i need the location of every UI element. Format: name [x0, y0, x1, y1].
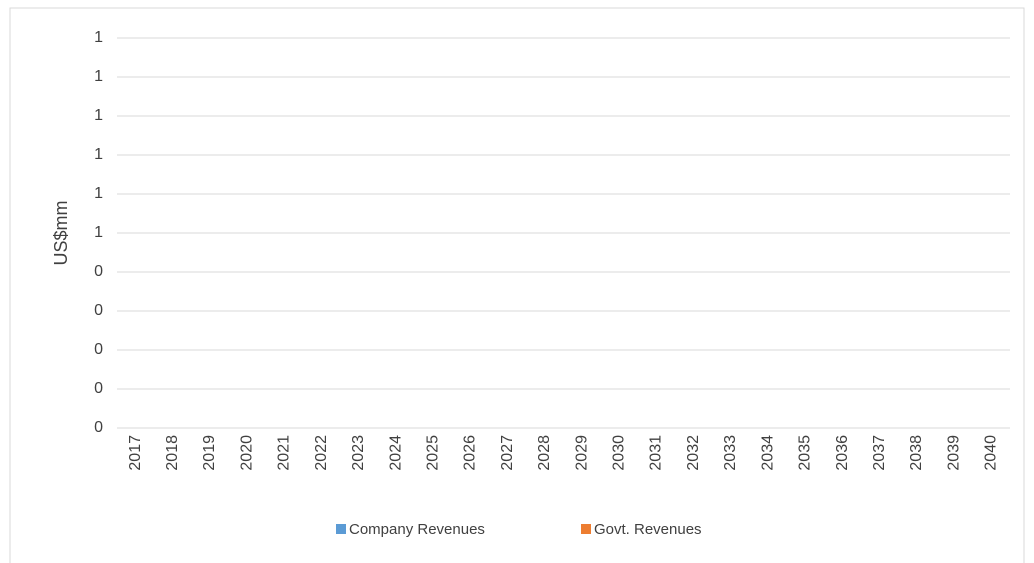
- x-tick-label: 2028: [536, 435, 553, 471]
- y-tick-label: 1: [94, 68, 103, 85]
- y-tick-label: 0: [94, 380, 103, 397]
- x-tick-label: 2031: [648, 435, 665, 471]
- x-tick-label: 2035: [797, 435, 814, 471]
- y-tick-label: 0: [94, 341, 103, 358]
- legend-swatch: [336, 524, 346, 534]
- x-tick-label: 2024: [387, 435, 404, 471]
- x-tick-label: 2025: [424, 435, 441, 471]
- y-tick-label: 0: [94, 263, 103, 280]
- y-tick-label: 1: [94, 224, 103, 241]
- y-axis-title: US$mm: [51, 200, 71, 265]
- x-tick-label: 2022: [313, 435, 330, 471]
- x-tick-label: 2034: [759, 435, 776, 471]
- x-tick-label: 2039: [945, 435, 962, 471]
- y-tick-label: 1: [94, 146, 103, 163]
- x-tick-label: 2023: [350, 435, 367, 471]
- y-tick-label: 1: [94, 185, 103, 202]
- x-tick-label: 2020: [238, 435, 255, 471]
- x-tick-label: 2017: [127, 435, 144, 471]
- y-tick-label: 0: [94, 419, 103, 436]
- x-tick-label: 2036: [834, 435, 851, 471]
- legend-label: Govt. Revenues: [594, 521, 702, 538]
- y-tick-label: 0: [94, 302, 103, 319]
- y-tick-label: 1: [94, 29, 103, 46]
- x-tick-label: 2037: [871, 435, 888, 471]
- y-tick-label: 1: [94, 107, 103, 124]
- x-tick-label: 2027: [499, 435, 516, 471]
- x-tick-label: 2030: [611, 435, 628, 471]
- legend-label: Company Revenues: [349, 521, 485, 538]
- legend-swatch: [581, 524, 591, 534]
- chart-frame: [9, 7, 1025, 563]
- x-tick-label: 2033: [722, 435, 739, 471]
- x-tick-label: 2040: [983, 435, 1000, 471]
- x-tick-label: 2018: [164, 435, 181, 471]
- x-tick-label: 2032: [685, 435, 702, 471]
- x-tick-label: 2029: [573, 435, 590, 471]
- x-tick-label: 2021: [276, 435, 293, 471]
- x-tick-label: 2026: [462, 435, 479, 471]
- x-tick-label: 2019: [201, 435, 218, 471]
- x-tick-label: 2038: [908, 435, 925, 471]
